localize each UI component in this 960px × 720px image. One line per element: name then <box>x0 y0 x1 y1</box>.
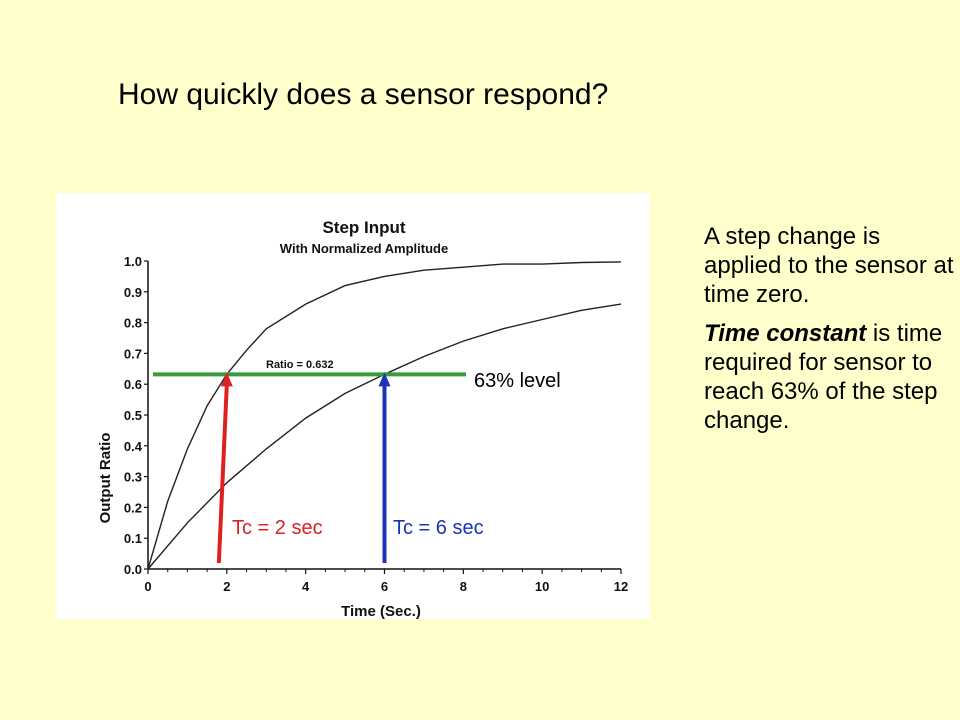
x-tick-label: 8 <box>460 579 467 594</box>
level-63-label: 63% level <box>474 370 561 392</box>
y-tick-label: 0.2 <box>124 500 142 515</box>
tc-2-sec-arrow-head <box>220 372 233 387</box>
y-tick-label: 0.3 <box>124 470 142 485</box>
explanation-text: A step change is applied to the sensor a… <box>704 222 954 445</box>
step-change-description: A step change is applied to the sensor a… <box>704 223 954 308</box>
y-tick-label: 0.7 <box>124 346 142 361</box>
y-axis-label: Output Ratio <box>97 433 114 524</box>
time-constant-term: Time constant <box>704 320 867 347</box>
chart-title: Step Input <box>322 218 405 237</box>
x-axis-label: Time (Sec.) <box>341 603 421 619</box>
x-tick-label: 6 <box>381 579 388 594</box>
y-tick-label: 0.6 <box>124 377 142 392</box>
y-tick-label: 0.4 <box>124 439 143 454</box>
y-tick-label: 0.5 <box>124 408 142 423</box>
y-tick-label: 0.0 <box>124 562 142 577</box>
tc-6-sec-arrow-head <box>378 372 391 387</box>
response-curve-1 <box>147 261 622 570</box>
x-tick-label: 10 <box>535 579 549 594</box>
step-response-chart: Step Input With Normalized Amplitude 0 2 4… <box>97 218 628 619</box>
time-constant-description: Time constant is time required for senso… <box>704 319 954 435</box>
tc-2-sec-arrow <box>216 384 229 564</box>
chart-image: Step Input With Normalized Amplitude 0 2 4… <box>56 193 650 619</box>
x-tick-label: 12 <box>614 579 628 594</box>
x-tick-label: 2 <box>223 579 230 594</box>
y-tick-label: 0.1 <box>124 531 142 546</box>
x-tick-label: 4 <box>302 579 310 594</box>
chart-subtitle: With Normalized Amplitude <box>280 241 448 256</box>
slide-title: How quickly does a sensor respond? <box>118 78 609 111</box>
y-tick-label: 0.8 <box>124 316 142 331</box>
y-tick-label: 0.9 <box>124 285 142 300</box>
tc-2-sec-label: Tc = 2 sec <box>232 517 323 539</box>
tc-6-sec-label: Tc = 6 sec <box>393 517 484 539</box>
y-tick-label: 1.0 <box>124 254 142 269</box>
ratio-annotation: Ratio = 0.632 <box>266 359 334 371</box>
time-constant-definition: is time required for sensor to reach 63%… <box>704 320 943 434</box>
x-tick-label: 0 <box>144 579 151 594</box>
